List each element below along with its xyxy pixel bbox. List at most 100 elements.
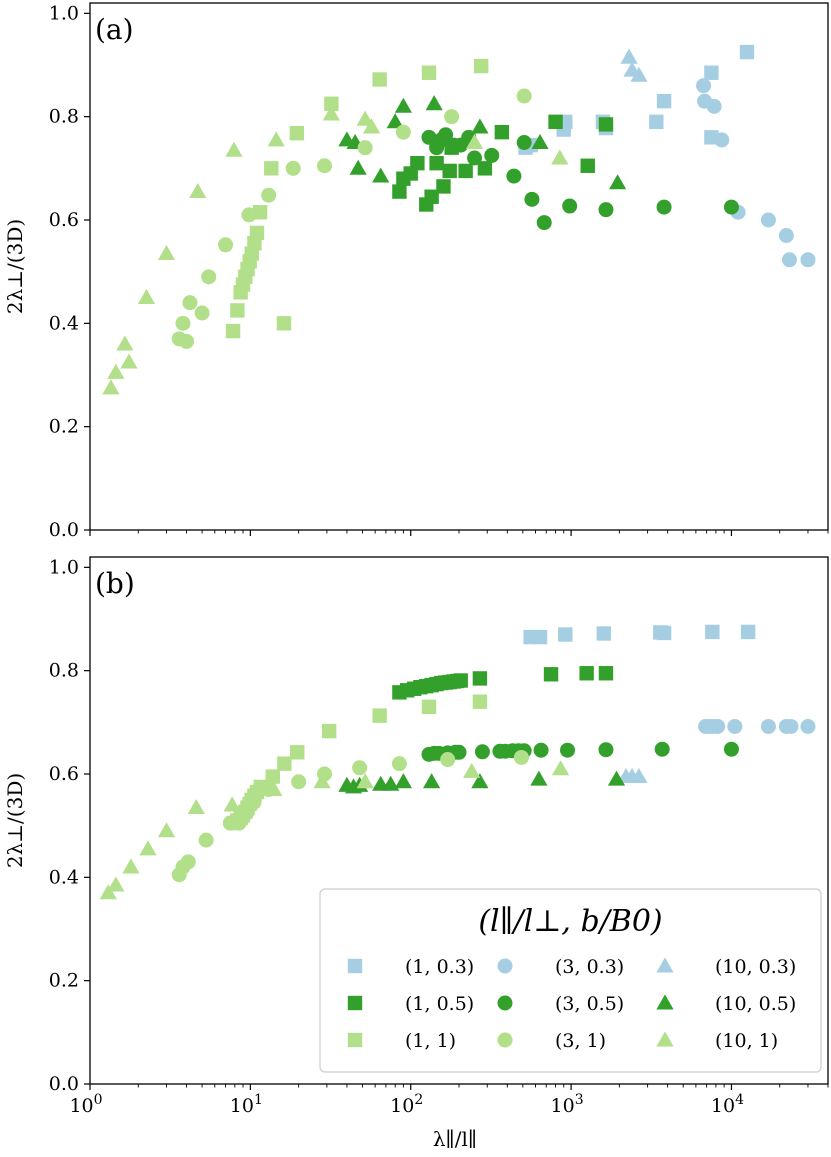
series-triangle-light_blue bbox=[617, 767, 648, 784]
legend-marker bbox=[347, 1032, 363, 1048]
data-point bbox=[440, 752, 456, 768]
data-point bbox=[218, 237, 234, 253]
data-point bbox=[800, 718, 816, 734]
data-point bbox=[598, 202, 614, 218]
data-point bbox=[608, 174, 627, 190]
data-point bbox=[157, 822, 176, 838]
series-square-dark_green bbox=[392, 666, 614, 700]
data-point bbox=[474, 744, 490, 760]
data-point bbox=[516, 88, 532, 104]
data-point bbox=[107, 876, 125, 892]
y-tick-label: 0.6 bbox=[49, 763, 79, 785]
data-point bbox=[313, 773, 331, 789]
data-point bbox=[442, 163, 457, 179]
series-triangle-dark_green bbox=[338, 770, 626, 794]
data-point bbox=[421, 129, 437, 145]
data-point bbox=[598, 117, 614, 132]
data-point bbox=[357, 140, 373, 156]
data-point bbox=[472, 671, 488, 686]
data-point bbox=[723, 741, 739, 757]
panel-a-chart: 0.0 0.2 0.4 0.6 0.8 1.0 2λ⊥/(3D) (a) bbox=[3, 2, 829, 541]
data-point bbox=[249, 225, 265, 241]
data-point bbox=[223, 796, 241, 812]
series-square-light_green bbox=[225, 58, 489, 339]
legend-marker bbox=[656, 994, 674, 1010]
series-triangle-dark_green bbox=[338, 95, 627, 190]
data-point bbox=[277, 756, 292, 771]
x-tick-label: 102 bbox=[390, 1092, 423, 1117]
data-point bbox=[386, 113, 404, 129]
data-point bbox=[139, 840, 157, 856]
data-point bbox=[317, 158, 333, 174]
data-point bbox=[180, 854, 196, 870]
data-point bbox=[551, 149, 569, 165]
data-point bbox=[516, 135, 532, 150]
legend-box bbox=[319, 888, 822, 1073]
data-point bbox=[706, 98, 722, 114]
series-square-light_blue bbox=[523, 624, 756, 645]
legend-marker bbox=[347, 995, 363, 1011]
x-axis-label: λ∥/l∥ bbox=[433, 1127, 477, 1151]
series-circle-light_blue bbox=[696, 78, 816, 268]
x-tick-label: 101 bbox=[230, 1092, 263, 1117]
data-point bbox=[739, 44, 755, 60]
data-point bbox=[225, 141, 243, 157]
y-axis-label: 2λ⊥/(3D) bbox=[3, 219, 27, 314]
data-point bbox=[231, 815, 247, 831]
data-point bbox=[484, 147, 500, 163]
data-point bbox=[656, 199, 672, 215]
data-point bbox=[513, 749, 529, 765]
data-point bbox=[778, 228, 794, 243]
y-tick-label: 0.0 bbox=[49, 1073, 79, 1095]
series-square-dark_green bbox=[392, 114, 614, 212]
data-point bbox=[607, 770, 626, 786]
x-tick-label: 104 bbox=[711, 1092, 744, 1117]
data-point bbox=[230, 303, 245, 318]
series-circle-dark_green bbox=[421, 127, 739, 231]
data-point bbox=[532, 629, 548, 645]
data-point bbox=[225, 323, 241, 339]
panel-label: (a) bbox=[95, 13, 134, 46]
data-point bbox=[740, 624, 756, 640]
data-point bbox=[391, 756, 407, 772]
data-point bbox=[800, 252, 816, 268]
data-point bbox=[596, 626, 612, 641]
data-point bbox=[630, 767, 648, 784]
data-point bbox=[472, 694, 488, 709]
y-tick-label: 0.2 bbox=[49, 416, 79, 438]
legend-title: (l∥/l⊥, b/B0) bbox=[478, 904, 662, 939]
data-point bbox=[560, 742, 576, 758]
data-point bbox=[241, 207, 257, 223]
y-tick-label: 1.0 bbox=[49, 556, 79, 578]
data-point bbox=[157, 244, 176, 261]
data-point bbox=[382, 775, 400, 791]
y-tick-label: 0.0 bbox=[49, 519, 79, 541]
series-circle-light_blue bbox=[698, 718, 816, 734]
data-point bbox=[760, 718, 776, 734]
data-point bbox=[421, 699, 437, 715]
data-point bbox=[630, 66, 648, 82]
plot-frame bbox=[89, 2, 829, 531]
data-point bbox=[410, 155, 425, 171]
data-point bbox=[349, 159, 367, 175]
data-point bbox=[265, 780, 283, 796]
series-circle-light_green bbox=[171, 88, 532, 349]
data-point bbox=[321, 723, 337, 739]
data-point bbox=[506, 168, 522, 184]
data-point bbox=[551, 760, 570, 776]
data-point bbox=[531, 133, 549, 149]
legend-marker bbox=[347, 958, 363, 974]
series-triangle-light_blue bbox=[620, 48, 648, 82]
series-circle-light_green bbox=[171, 749, 529, 883]
data-point bbox=[723, 199, 739, 215]
data-point bbox=[727, 718, 743, 734]
legend-marker bbox=[497, 995, 513, 1011]
legend-marker bbox=[656, 957, 674, 973]
data-point bbox=[322, 105, 340, 121]
y-tick-label: 0.4 bbox=[49, 866, 79, 888]
data-point bbox=[356, 773, 374, 789]
data-point bbox=[781, 252, 797, 268]
y-tick-label: 1.0 bbox=[49, 2, 79, 24]
data-point bbox=[649, 114, 664, 130]
